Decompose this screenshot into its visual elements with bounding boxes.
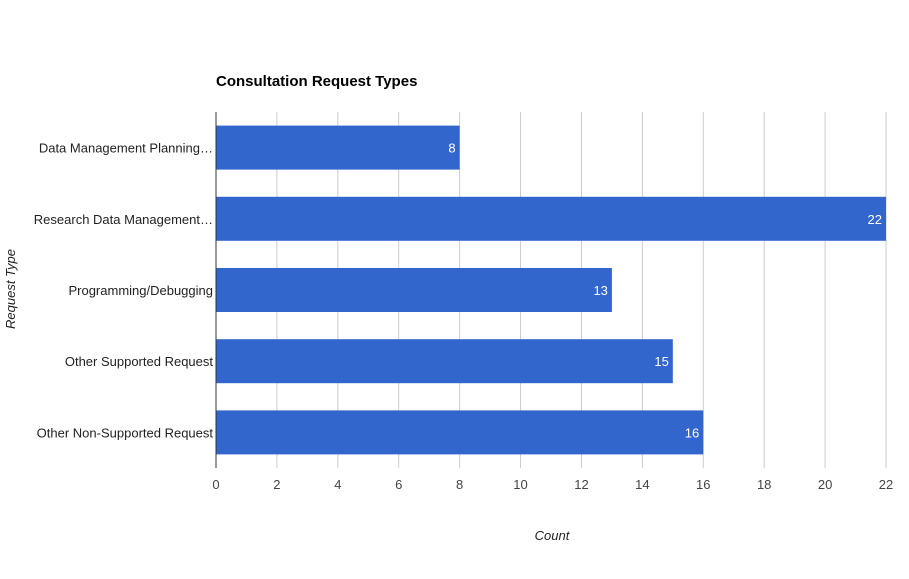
data-label-3: 15 — [654, 354, 668, 369]
x-tick-label-6: 6 — [395, 477, 402, 492]
x-tick-label-8: 8 — [456, 477, 463, 492]
x-axis-title: Count — [535, 528, 571, 543]
chart-title: Consultation Request Types — [216, 73, 417, 90]
x-tick-label-2: 2 — [273, 477, 280, 492]
data-label-1: 22 — [868, 212, 882, 227]
x-tick-label-10: 10 — [513, 477, 527, 492]
category-label-0: Data Management Planning… — [39, 141, 213, 156]
x-tick-label-20: 20 — [818, 477, 832, 492]
data-labels: 8 22 13 15 16 — [448, 141, 882, 441]
x-tick-label-16: 16 — [696, 477, 710, 492]
category-labels: Data Management Planning… Research Data M… — [34, 141, 214, 441]
x-tick-label-0: 0 — [212, 477, 219, 492]
y-axis-title: Request Type — [3, 249, 18, 329]
bars — [216, 125, 886, 455]
category-label-4: Other Non-Supported Request — [37, 425, 214, 440]
x-tick-label-18: 18 — [757, 477, 771, 492]
bar-1 — [216, 196, 886, 241]
bar-4 — [216, 410, 704, 455]
x-tick-label-12: 12 — [574, 477, 588, 492]
category-label-3: Other Supported Request — [65, 354, 214, 369]
bar-2 — [216, 268, 612, 312]
category-label-2: Programming/Debugging — [68, 283, 213, 298]
category-label-1: Research Data Management… — [34, 212, 213, 227]
data-label-0: 8 — [448, 141, 455, 156]
x-tick-label-4: 4 — [334, 477, 341, 492]
tick-labels: 0 2 4 6 8 10 12 14 16 18 20 22 — [212, 477, 893, 492]
bar-3 — [216, 339, 673, 384]
data-label-2: 13 — [593, 283, 607, 298]
x-tick-label-14: 14 — [635, 477, 649, 492]
x-tick-label-22: 22 — [879, 477, 893, 492]
bar-0 — [216, 125, 460, 170]
data-label-4: 16 — [685, 425, 699, 440]
